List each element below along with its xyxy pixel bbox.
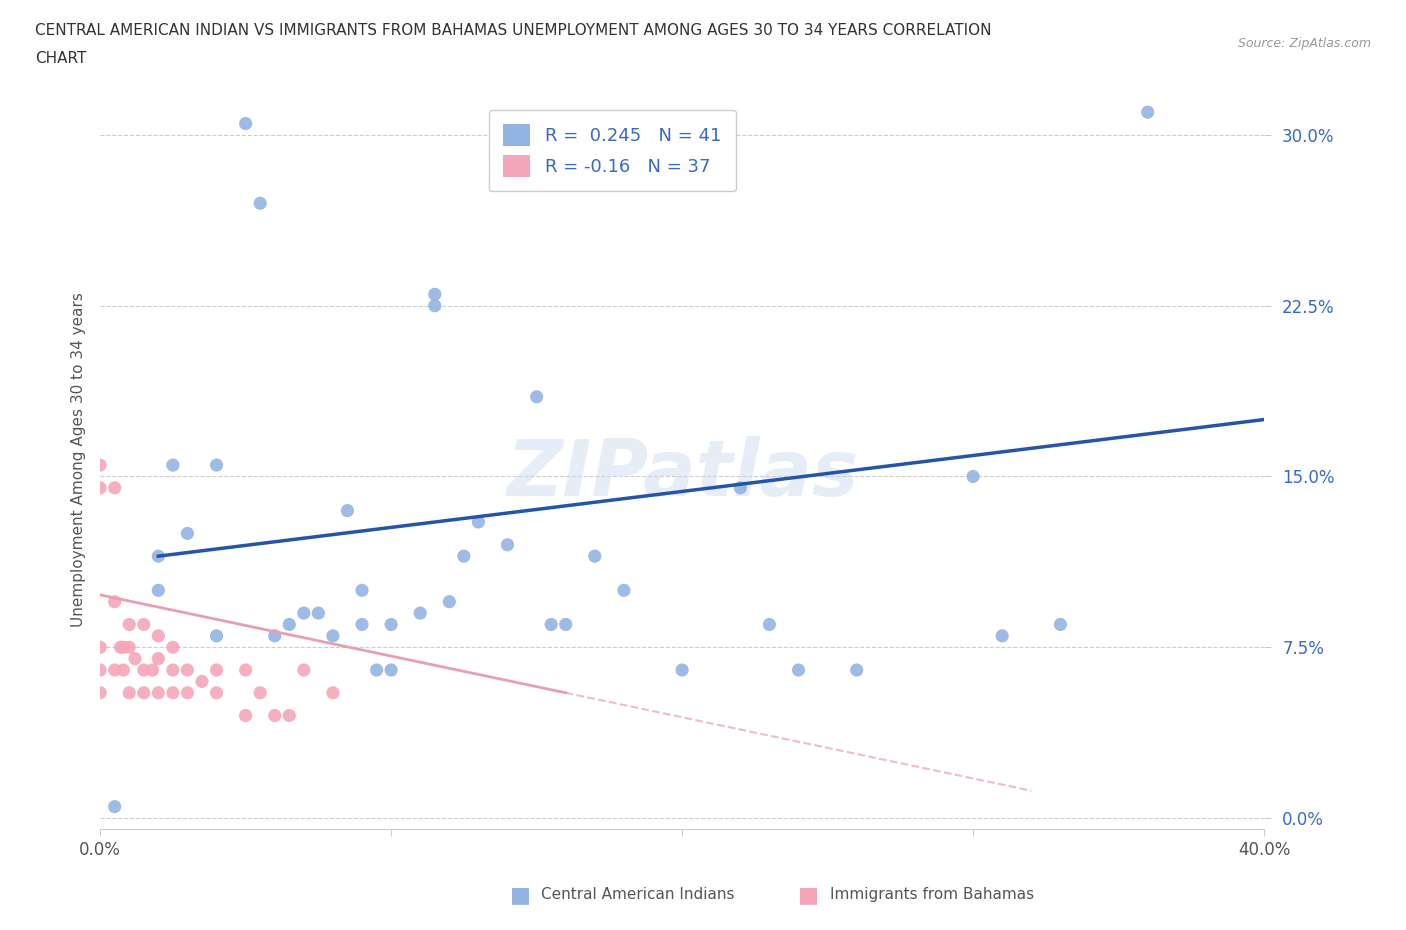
Point	[132, 685, 155, 700]
Point	[526, 390, 548, 405]
Point	[104, 594, 127, 609]
Point	[366, 662, 388, 677]
Point	[235, 662, 257, 677]
Point	[292, 662, 315, 677]
Point	[132, 662, 155, 677]
Legend: R =  0.245   N = 41, R = -0.16   N = 37: R = 0.245 N = 41, R = -0.16 N = 37	[489, 110, 735, 192]
Text: Immigrants from Bahamas: Immigrants from Bahamas	[830, 887, 1033, 902]
Point	[787, 662, 810, 677]
Text: Central American Indians: Central American Indians	[541, 887, 735, 902]
Point	[1136, 105, 1159, 120]
Point	[89, 458, 111, 472]
Point	[423, 286, 446, 301]
Point	[758, 617, 780, 631]
Point	[249, 685, 271, 700]
Point	[89, 662, 111, 677]
Text: ZIPatlas: ZIPatlas	[506, 436, 858, 512]
Point	[1049, 617, 1071, 631]
Point	[496, 538, 519, 552]
Point	[118, 617, 141, 631]
Point	[350, 583, 373, 598]
Point	[205, 685, 228, 700]
Point	[162, 662, 184, 677]
Point	[89, 685, 111, 700]
Point	[350, 617, 373, 631]
Point	[118, 640, 141, 655]
Point	[380, 617, 402, 631]
Text: CENTRAL AMERICAN INDIAN VS IMMIGRANTS FROM BAHAMAS UNEMPLOYMENT AMONG AGES 30 TO: CENTRAL AMERICAN INDIAN VS IMMIGRANTS FR…	[35, 23, 991, 38]
Point	[162, 685, 184, 700]
Point	[104, 662, 127, 677]
Point	[540, 617, 562, 631]
Point	[176, 685, 198, 700]
Point	[991, 629, 1014, 644]
Point	[278, 708, 301, 723]
Point	[292, 605, 315, 620]
Point	[583, 549, 606, 564]
Point	[671, 662, 693, 677]
Point	[263, 629, 285, 644]
Point	[423, 299, 446, 313]
Point	[453, 549, 475, 564]
Point	[176, 526, 198, 541]
Y-axis label: Unemployment Among Ages 30 to 34 years: Unemployment Among Ages 30 to 34 years	[72, 292, 86, 627]
Point	[148, 629, 170, 644]
Point	[380, 662, 402, 677]
Text: ■: ■	[510, 884, 530, 905]
Point	[278, 617, 301, 631]
Point	[89, 640, 111, 655]
Point	[110, 640, 132, 655]
Point	[322, 685, 344, 700]
Point	[962, 469, 984, 484]
Point	[554, 617, 576, 631]
Point	[336, 503, 359, 518]
Text: CHART: CHART	[35, 51, 87, 66]
Point	[112, 640, 135, 655]
Point	[141, 662, 163, 677]
Text: ■: ■	[799, 884, 818, 905]
Point	[205, 662, 228, 677]
Point	[89, 481, 111, 496]
Point	[307, 605, 329, 620]
Point	[205, 629, 228, 644]
Point	[467, 514, 489, 529]
Point	[409, 605, 432, 620]
Point	[730, 481, 752, 496]
Point	[162, 458, 184, 472]
Point	[104, 799, 127, 814]
Point	[148, 685, 170, 700]
Point	[148, 549, 170, 564]
Text: Source: ZipAtlas.com: Source: ZipAtlas.com	[1237, 37, 1371, 50]
Point	[205, 458, 228, 472]
Point	[162, 640, 184, 655]
Point	[112, 662, 135, 677]
Point	[118, 685, 141, 700]
Point	[235, 708, 257, 723]
Point	[176, 662, 198, 677]
Point	[613, 583, 636, 598]
Point	[132, 617, 155, 631]
Point	[148, 583, 170, 598]
Point	[148, 651, 170, 666]
Point	[263, 708, 285, 723]
Point	[845, 662, 868, 677]
Point	[249, 196, 271, 211]
Point	[124, 651, 146, 666]
Point	[322, 629, 344, 644]
Point	[104, 481, 127, 496]
Point	[235, 116, 257, 131]
Point	[191, 674, 214, 689]
Point	[439, 594, 461, 609]
